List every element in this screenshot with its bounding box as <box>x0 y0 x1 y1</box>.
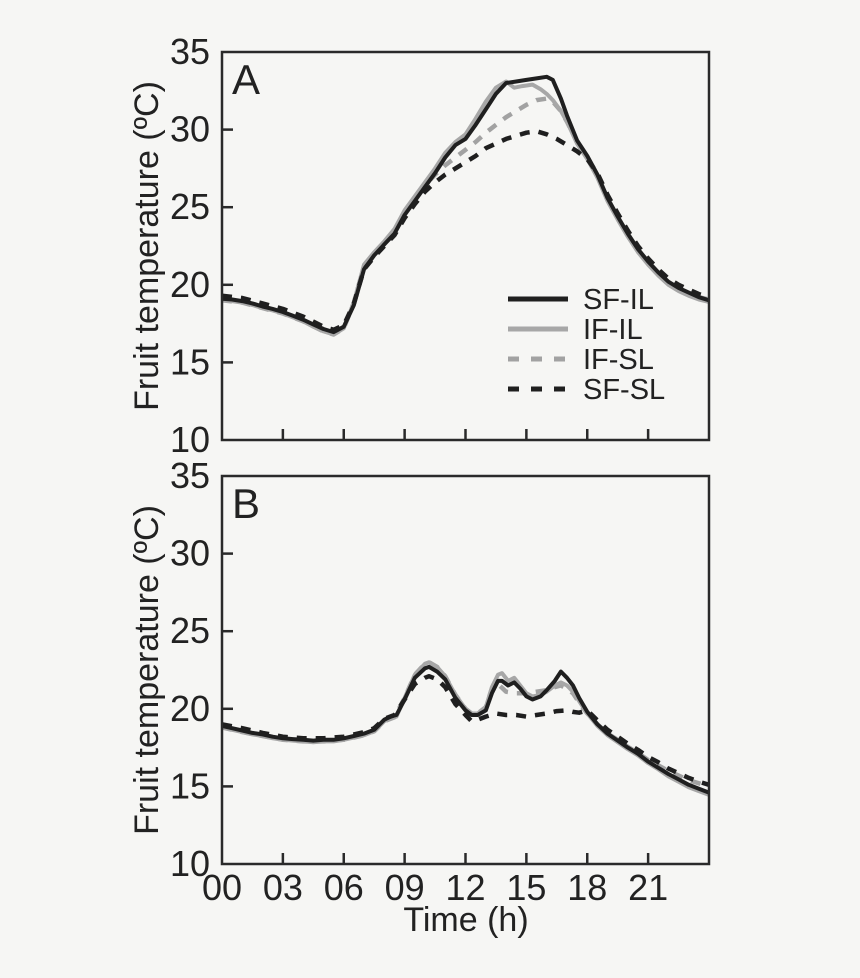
legend-label-sf-sl: SF-SL <box>583 374 665 406</box>
panel-a-y-tick-label: 30 <box>170 109 210 150</box>
panel-b-y-tick-label: 35 <box>170 455 210 496</box>
panel-a-y-tick-label: 35 <box>170 31 210 72</box>
panel-a-y-tick-label: 10 <box>170 419 210 460</box>
legend-label-sf-il: SF-IL <box>583 284 654 316</box>
x-tick-label: 12 <box>445 867 485 908</box>
series-line-sf-il-panel-b <box>221 664 710 795</box>
panel-b-y-axis-title: Fruit temperature (ºC) <box>128 505 166 835</box>
x-tick-label: 09 <box>385 867 425 908</box>
panel-a-y-tick-label: 15 <box>170 341 210 382</box>
panel-b-y-tick-label: 30 <box>170 533 210 574</box>
panel-a-y-axis-title: Fruit temperature (ºC) <box>128 81 166 411</box>
series-line-sf-sl-panel-b <box>221 673 710 787</box>
panel-b-y-tick-label: 15 <box>170 765 210 806</box>
legend-label-if-sl: IF-SL <box>583 344 654 376</box>
panel-a-letter: A <box>232 56 260 103</box>
x-tick-label: 00 <box>202 867 242 908</box>
panel-b-frame <box>220 474 711 866</box>
panel-b-letter: B <box>232 480 260 527</box>
x-tick-label: 21 <box>628 867 668 908</box>
series-line-if-sl-panel-b <box>221 659 710 789</box>
plot-layer: 10 15 20 25 30 35 00 03 06 09 12 15 18 21 10 15 20 25 30 35 <box>170 31 711 908</box>
x-tick-label: 15 <box>506 867 546 908</box>
legend: SF-IL IF-IL IF-SL SF-SL <box>508 284 665 406</box>
panel-b-y-tick-label: 20 <box>170 688 210 729</box>
panel-b-y-tick-label: 25 <box>170 610 210 651</box>
panel-b-y-tick-label: 10 <box>170 843 210 884</box>
legend-label-if-il: IF-IL <box>583 314 643 346</box>
x-axis-title: Time (h) <box>403 901 528 939</box>
x-tick-label: 06 <box>324 867 364 908</box>
x-tick-label: 18 <box>567 867 607 908</box>
series-line-sf-sl-panel-a <box>221 128 710 333</box>
series-line-if-il-panel-b <box>221 660 710 797</box>
panel-a-y-tick-label: 25 <box>170 186 210 227</box>
panel-a-y-tick-label: 20 <box>170 264 210 305</box>
x-tick-label: 03 <box>263 867 303 908</box>
